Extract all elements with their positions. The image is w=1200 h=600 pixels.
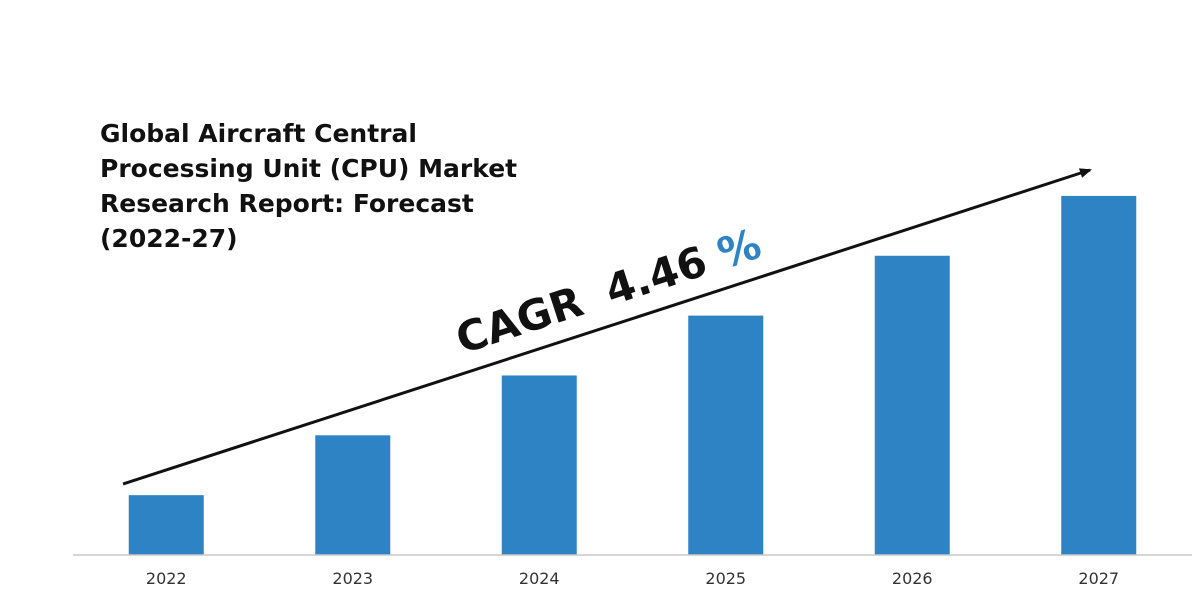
x-tick-label-2025: 2025 [705, 569, 746, 588]
x-tick-labels: 2022 2023 2024 2025 2026 2027 [146, 569, 1119, 588]
x-tick-label-2024: 2024 [519, 569, 560, 588]
bars-layer [128, 195, 1137, 555]
trend-arrow [122, 168, 1092, 486]
chart-title: Global Aircraft Central Processing Unit … [100, 119, 518, 253]
bar-2027 [1061, 195, 1137, 555]
bar-2023 [315, 435, 391, 555]
x-tick-label-2023: 2023 [332, 569, 373, 588]
cagr-value: 4.46 [599, 236, 713, 315]
cagr-unit: % [712, 219, 767, 279]
bar-2026 [874, 255, 950, 555]
bar-2024 [501, 375, 577, 555]
bar-2022 [128, 495, 204, 555]
cagr-label: CAGR [450, 277, 589, 364]
x-tick-label-2027: 2027 [1078, 569, 1119, 588]
x-tick-label-2026: 2026 [892, 569, 933, 588]
bar-2025 [688, 315, 764, 555]
x-tick-label-2022: 2022 [146, 569, 187, 588]
